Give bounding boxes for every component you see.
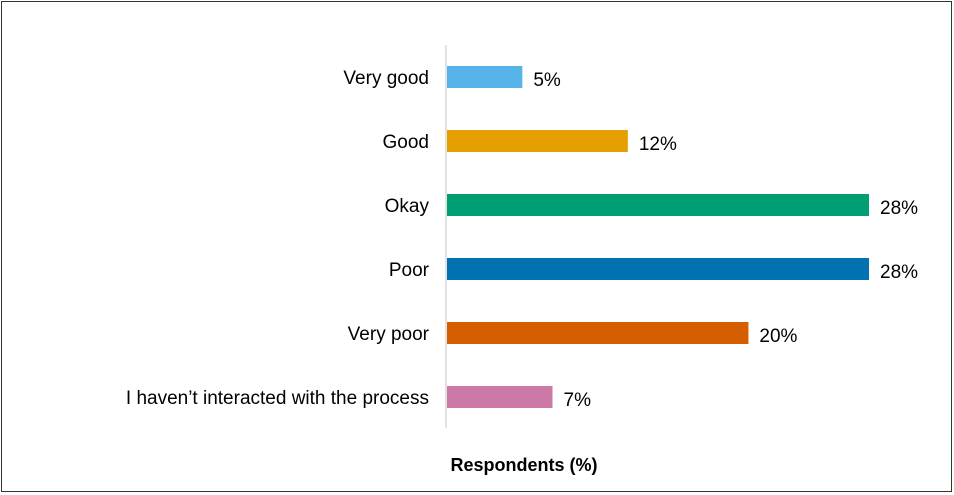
data-label: 5% bbox=[533, 70, 561, 91]
bar bbox=[447, 130, 628, 152]
category-label: Very good bbox=[343, 68, 429, 89]
data-label: 7% bbox=[564, 390, 592, 411]
data-label: 12% bbox=[639, 134, 677, 155]
category-label: Good bbox=[383, 132, 429, 153]
category-label: Very poor bbox=[348, 324, 430, 345]
data-label: 28% bbox=[880, 198, 918, 219]
bar bbox=[447, 258, 869, 280]
bar bbox=[447, 66, 523, 88]
data-label: 28% bbox=[880, 262, 918, 283]
bar bbox=[447, 386, 553, 408]
bar bbox=[447, 322, 749, 344]
category-label: Poor bbox=[389, 260, 430, 281]
x-axis-title: Respondents (%) bbox=[450, 455, 597, 475]
data-label: 20% bbox=[759, 326, 797, 347]
category-label: I haven’t interacted with the process bbox=[126, 388, 429, 409]
category-label: Okay bbox=[385, 196, 430, 217]
bar bbox=[447, 194, 869, 216]
bars-layer: Very good 5% Good 12% Okay 28% Poor 28% Very poo… bbox=[126, 66, 918, 411]
